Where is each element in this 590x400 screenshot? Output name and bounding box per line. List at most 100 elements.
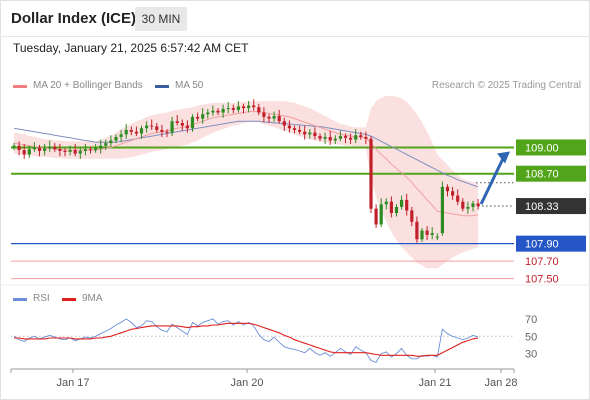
- support-tag: [516, 235, 586, 252]
- candle-body: [241, 106, 246, 109]
- instrument-title: Dollar Index (ICE): [11, 10, 137, 27]
- candle-body: [343, 136, 348, 138]
- support-tag-label: 107.90: [525, 239, 559, 251]
- candle-body: [349, 137, 353, 140]
- candle-body: [328, 136, 332, 141]
- candle-body: [22, 150, 26, 155]
- candle-body: [83, 149, 87, 151]
- resistance-tag: [516, 139, 586, 156]
- candles: [12, 99, 480, 243]
- candle-body: [435, 236, 439, 238]
- level-108.70: 108.70: [11, 165, 586, 182]
- candle-body: [206, 112, 210, 115]
- candle-body: [476, 203, 480, 207]
- candle-body: [410, 210, 414, 222]
- level-109.00: 109.00: [11, 139, 586, 156]
- candle-body: [88, 149, 93, 151]
- candle-body: [445, 186, 450, 192]
- candle-body: [104, 143, 108, 146]
- x-tick-label: Jan 21: [418, 377, 451, 389]
- candle-body: [221, 108, 225, 113]
- rsi-tick-label: 30: [525, 349, 537, 361]
- forecast-arrow-shaft: [479, 155, 506, 205]
- rsi-tick-label: 50: [525, 331, 537, 343]
- candle-body: [180, 122, 184, 126]
- price-tag: [516, 198, 586, 215]
- ma50-line: [13, 120, 479, 188]
- level-107.70: 107.70: [11, 256, 559, 268]
- legend-ma50-label: MA 50: [175, 80, 204, 91]
- candle-body: [201, 114, 205, 119]
- candle-body: [303, 131, 307, 135]
- interval-button[interactable]: 30 MIN: [135, 7, 187, 31]
- candle-body: [32, 147, 36, 150]
- header-divider: [0, 36, 590, 37]
- thin-level-label: 107.50: [525, 274, 559, 286]
- candle-body: [354, 135, 358, 140]
- candle-body: [190, 116, 195, 129]
- candle-body: [109, 140, 113, 144]
- candle-body: [415, 221, 419, 240]
- candle-body: [150, 125, 154, 127]
- candle-body: [129, 129, 133, 132]
- candle-body: [27, 149, 31, 155]
- candle-body: [124, 129, 128, 135]
- candle-body: [461, 201, 465, 209]
- header-bar: Dollar Index (ICE) 30 MIN: [0, 0, 590, 36]
- resistance-tag-label: 109.00: [525, 142, 559, 154]
- candle-body: [384, 201, 388, 205]
- candle-body: [272, 115, 276, 119]
- x-tick-label: Jan 17: [56, 377, 89, 389]
- candle-body: [262, 112, 266, 117]
- candle-body: [68, 150, 72, 152]
- candle-body: [282, 121, 286, 126]
- candle-body: [471, 203, 475, 207]
- candle-body: [155, 126, 159, 130]
- candle-body: [364, 136, 368, 139]
- candle-body: [247, 105, 251, 109]
- candle-body: [231, 108, 235, 110]
- candle-body: [73, 150, 77, 154]
- x-tick-label: Jan 20: [230, 377, 263, 389]
- candle-body: [119, 134, 123, 137]
- candle-body: [211, 110, 215, 113]
- candle-body: [267, 116, 271, 119]
- candle-body: [48, 146, 52, 149]
- candle-body: [333, 138, 337, 141]
- candle-body: [257, 107, 261, 113]
- candle-body: [63, 150, 67, 152]
- candle-body: [160, 129, 164, 132]
- candle-body: [298, 129, 302, 132]
- candle-body: [175, 121, 179, 123]
- legend-ma20-label: MA 20 + Bollinger Bands: [33, 80, 143, 91]
- bollinger-band: [14, 95, 479, 269]
- candle-body: [236, 106, 240, 110]
- candle-body: [405, 199, 409, 211]
- timestamp: Tuesday, January 21, 2025 6:57:42 AM CET: [13, 41, 249, 55]
- candle-body: [43, 148, 47, 151]
- candle-body: [37, 147, 42, 151]
- candle-body: [400, 199, 404, 207]
- candle-body: [394, 206, 399, 214]
- candle-body: [374, 208, 378, 225]
- thin-level-label: 107.70: [525, 256, 559, 268]
- candle-body: [226, 108, 230, 110]
- legend-9ma-label: 9MA: [82, 293, 103, 304]
- candle-body: [430, 233, 434, 235]
- x-tick-label: Jan 28: [484, 377, 517, 389]
- candle-body: [318, 136, 322, 139]
- candle-body: [389, 201, 393, 214]
- rsi-tick-label: 70: [525, 314, 537, 326]
- candle-body: [451, 191, 455, 196]
- candle-body: [379, 204, 383, 225]
- level-107.90: 107.90: [11, 235, 586, 252]
- ma50-swatch: [155, 85, 169, 88]
- candle-body: [185, 125, 189, 129]
- forecast-arrow-head: [497, 151, 510, 164]
- candle-body: [53, 146, 57, 150]
- candle-body: [466, 206, 470, 209]
- candle-body: [425, 230, 429, 235]
- resistance-tag: [516, 165, 586, 182]
- candle-body: [78, 150, 82, 154]
- candle-body: [369, 138, 373, 209]
